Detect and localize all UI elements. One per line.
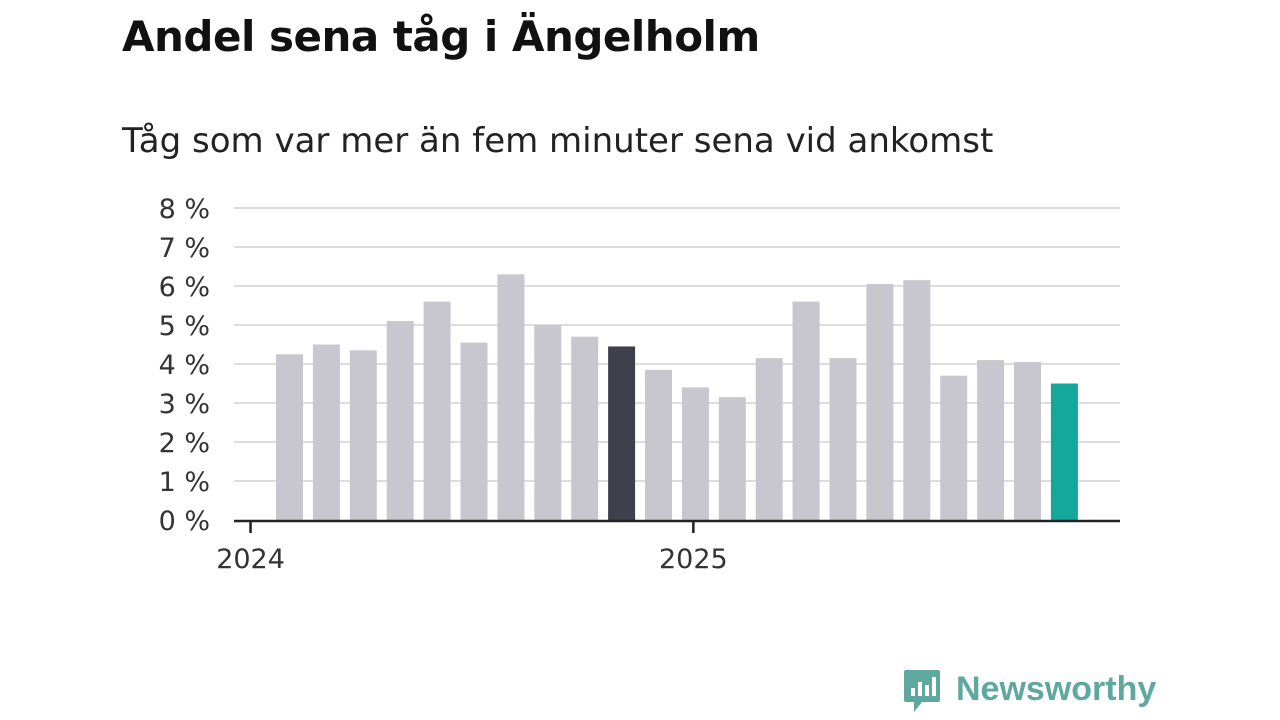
- bars: [276, 274, 1078, 520]
- brand-name: Newsworthy: [956, 670, 1157, 708]
- chart-title: Andel sena tåg i Ängelholm: [122, 12, 760, 61]
- bar-2025-06: [903, 280, 931, 520]
- bar-2024-03: [349, 350, 377, 520]
- bar-2024-09: [571, 336, 599, 520]
- grid-lines: [234, 207, 1120, 482]
- bar-2024-01: [276, 354, 303, 520]
- bar-2025-08: [977, 360, 1005, 520]
- bar-2024-04: [386, 321, 414, 520]
- bar-2024-02: [312, 344, 340, 520]
- chart-subtitle: Tåg som var mer än fem minuter sena vid …: [122, 121, 994, 161]
- y-tick-label: 4 %: [159, 350, 210, 381]
- x-axis: [234, 519, 1120, 533]
- y-tick-label: 1 %: [159, 467, 210, 498]
- bar-2024-11: [645, 369, 672, 520]
- y-tick-label: 7 %: [159, 233, 210, 264]
- y-tick-label: 6 %: [159, 272, 210, 303]
- bar-2025-01: [718, 397, 746, 520]
- bar-2025-05: [866, 284, 894, 520]
- bar-2024-08: [534, 325, 562, 520]
- bar-2025-10: [1050, 383, 1078, 520]
- bar-2024-12: [681, 387, 709, 520]
- x-tick-label: 2024: [216, 544, 285, 575]
- bar-2024-06: [460, 342, 488, 520]
- bar-2025-04: [829, 358, 857, 520]
- x-tick-label: 2025: [659, 544, 728, 575]
- bar-2025-07: [940, 375, 968, 520]
- y-tick-label: 3 %: [159, 389, 210, 420]
- bar-2025-03: [792, 301, 820, 520]
- y-tick-label: 2 %: [159, 428, 210, 459]
- bar-2025-09: [1014, 362, 1041, 520]
- bar-2024-05: [423, 301, 451, 520]
- y-tick-label: 0 %: [159, 506, 210, 537]
- bar-2024-07: [497, 274, 525, 520]
- y-tick-label: 5 %: [159, 311, 210, 342]
- bar-2025-02: [755, 358, 783, 520]
- y-tick-label: 8 %: [159, 194, 210, 225]
- newsworthy-logo-icon: [904, 670, 940, 712]
- bar-2024-10: [608, 346, 636, 520]
- y-axis-labels: 0 % 1 % 2 % 3 % 4 % 5 % 6 % 7 % 8 %: [159, 194, 210, 537]
- newsworthy-logo: Newsworthy: [902, 668, 1156, 720]
- x-axis-labels: 2024 2025: [216, 544, 728, 575]
